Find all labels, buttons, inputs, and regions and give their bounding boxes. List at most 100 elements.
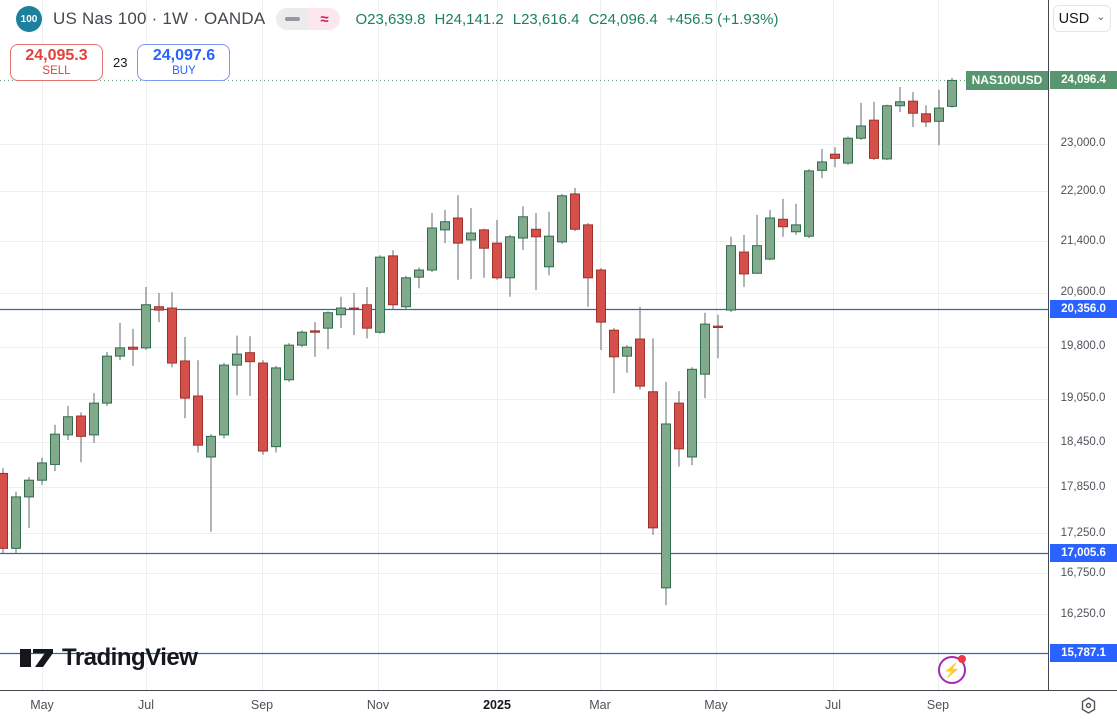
candle-body — [37, 462, 47, 481]
candle-body — [219, 364, 229, 436]
candle-body — [245, 352, 255, 363]
candle-body — [141, 304, 151, 349]
candle-body — [791, 224, 801, 233]
candle-body — [674, 402, 684, 450]
current-price-chip: 24,096.4 — [1050, 71, 1117, 90]
candle-body — [0, 472, 8, 549]
symbol-title[interactable]: US Nas 100 · 1W · OANDA — [53, 9, 266, 28]
candle-body — [102, 355, 112, 404]
legend-toggle-pill: ≈ — [276, 8, 341, 30]
notification-dot — [958, 655, 966, 663]
candle-body — [713, 325, 723, 328]
tradingview-logo[interactable]: TradingView — [20, 644, 198, 672]
candle-body — [24, 479, 34, 498]
candle-body — [882, 105, 892, 160]
currency-selector[interactable]: USD ⌄ — [1053, 5, 1111, 32]
time-axis-label: May — [704, 698, 728, 712]
candle-body — [11, 496, 21, 549]
candle-body — [856, 125, 866, 139]
candle-body — [167, 307, 177, 364]
buy-price: 24,097.6 — [152, 46, 216, 64]
candle-body — [934, 107, 944, 122]
candle-body — [947, 79, 957, 107]
current-price-symbol-tag: NAS100USD — [966, 70, 1048, 90]
minus-icon — [284, 17, 300, 21]
candle-body — [505, 236, 515, 279]
candle-body — [466, 232, 476, 241]
candle-body — [440, 221, 450, 231]
buy-label: BUY — [172, 65, 196, 78]
candle-body — [765, 217, 775, 260]
candle-body — [453, 217, 463, 244]
price-level-chip: 20,356.0 — [1050, 300, 1117, 318]
candle-body — [427, 227, 437, 271]
candle-body — [583, 224, 593, 279]
time-axis-label: Jul — [825, 698, 841, 712]
candle-body — [804, 170, 814, 237]
candle-body — [180, 360, 190, 399]
currency-value: USD — [1058, 10, 1090, 27]
hide-indicator-toggle[interactable] — [276, 8, 309, 30]
candle-body — [50, 433, 60, 465]
buy-button[interactable]: 24,097.6 BUY — [137, 44, 231, 81]
candles-series — [0, 77, 957, 606]
candle-body — [492, 242, 502, 279]
spread-value: 23 — [113, 55, 128, 70]
price-axis[interactable]: 23,000.0 22,200.0 21,400.0 20,600.0 19,800.0… — [1048, 0, 1117, 690]
candle-body — [401, 277, 411, 308]
price-level-chip: 17,005.6 — [1050, 543, 1117, 562]
candle-body — [479, 229, 489, 249]
symbol-logo-badge[interactable]: 100 — [16, 6, 42, 32]
candle-body — [531, 228, 541, 238]
candle-body — [388, 255, 398, 306]
candle-body — [76, 415, 86, 437]
candle-body — [557, 195, 567, 243]
candle-body — [635, 338, 645, 387]
low-value: L23,616.4 — [512, 10, 580, 28]
approx-toggle[interactable]: ≈ — [308, 8, 341, 30]
lightning-button[interactable]: ⚡ — [938, 655, 966, 684]
candle-body — [544, 235, 554, 268]
candle-body — [336, 307, 346, 316]
candle-body — [908, 100, 918, 114]
candle-body — [687, 368, 697, 458]
candlestick-chart-canvas[interactable] — [0, 0, 1048, 690]
candle-body — [154, 306, 164, 311]
candle-body — [869, 119, 879, 159]
candle-body — [661, 423, 671, 589]
price-tick-label: 19,800.0 — [1060, 340, 1106, 353]
candle-body — [362, 304, 372, 329]
candle-body — [570, 193, 580, 230]
candle-body — [778, 218, 788, 228]
candle-body — [596, 269, 606, 323]
symbol-legend: 100 US Nas 100 · 1W · OANDA ≈ O23,639.8 … — [16, 6, 778, 32]
time-axis-label: Sep — [250, 698, 274, 712]
close-value: C24,096.4 — [588, 10, 658, 28]
candle-body — [232, 353, 242, 366]
candle-body — [375, 256, 385, 333]
high-value: H24,141.2 — [434, 10, 504, 28]
sell-button[interactable]: 24,095.3 SELL — [10, 44, 103, 81]
time-axis-label: Mar — [589, 698, 611, 712]
price-tick-label: 17,250.0 — [1060, 526, 1106, 539]
candle-body — [206, 435, 216, 458]
sell-label: SELL — [42, 65, 71, 78]
time-axis-label: Jul — [138, 698, 154, 712]
lightning-icon: ⚡ — [943, 661, 961, 678]
settings-icon[interactable] — [1080, 697, 1097, 714]
price-tick-label: 23,000.0 — [1060, 137, 1106, 150]
candle-body — [843, 137, 853, 164]
candle-body — [895, 101, 905, 107]
approx-icon: ≈ — [320, 10, 329, 28]
candle-body — [284, 344, 294, 381]
candle-body — [128, 346, 138, 350]
candle-body — [622, 346, 632, 357]
candle-body — [921, 113, 931, 123]
candle-body — [323, 312, 333, 329]
candle-body — [115, 347, 125, 357]
candle-body — [752, 245, 762, 274]
change-value: +456.5 (+1.93%) — [666, 10, 779, 28]
price-tick-label: 18,450.0 — [1060, 435, 1106, 448]
time-axis[interactable]: May Jul Sep Nov 2025 Mar May Jul Sep — [0, 690, 1117, 720]
